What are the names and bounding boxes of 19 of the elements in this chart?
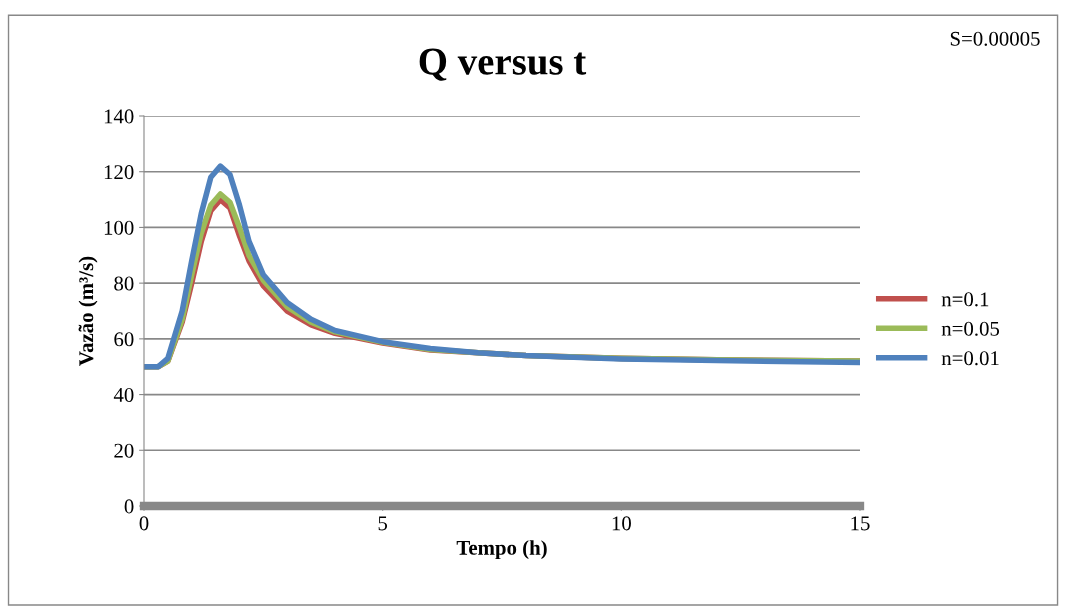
legend-label: n=0.1 xyxy=(941,292,989,307)
y-tick-label: 40 xyxy=(113,387,134,402)
y-axis-title: Vazão (m³/s) xyxy=(78,256,98,366)
y-tick-label: 20 xyxy=(114,443,134,458)
legend-label: n=0.05 xyxy=(941,321,1000,336)
x-axis-title: Tempo (h) xyxy=(456,540,547,560)
y-tick-label: 120 xyxy=(104,165,134,180)
text: S=0.00005 xyxy=(950,31,1040,46)
legend-label: n=0.01 xyxy=(941,351,999,366)
y-tick-label: 100 xyxy=(104,220,134,235)
y-tick-label: 80 xyxy=(114,276,134,291)
y-tick-label: 140 xyxy=(104,109,134,124)
x-tick-label: 0 xyxy=(139,516,149,531)
chart-title: Q versus t xyxy=(419,48,587,81)
y-tick-label: 0 xyxy=(124,499,134,514)
y-tick-label: 60 xyxy=(114,332,134,347)
x-tick-label: 15 xyxy=(851,516,870,531)
x-tick-label: 5 xyxy=(378,516,388,531)
x-tick-label: 10 xyxy=(612,516,631,531)
